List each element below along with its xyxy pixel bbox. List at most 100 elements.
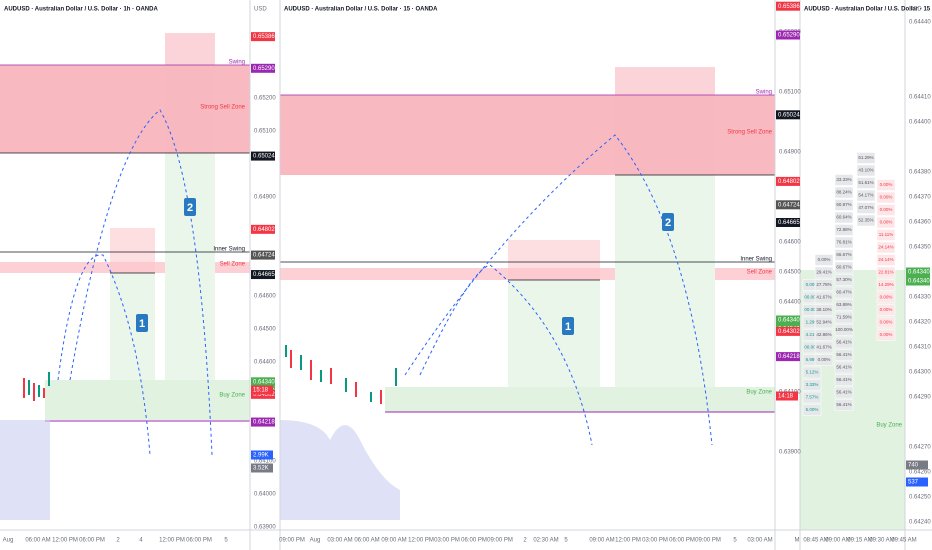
price-tick-label: 0.64500 — [779, 270, 801, 276]
step-label: 1 — [139, 318, 145, 330]
time-label: 06:00 PM — [461, 538, 487, 544]
panel: AUDUSD · Australian Dollar / U.S. Dollar… — [279, 1, 801, 544]
flow-cell — [834, 211, 854, 224]
flow-cell — [834, 349, 854, 361]
time-label: 03:00 AM — [327, 538, 352, 544]
flow-cell — [856, 152, 876, 164]
price-tick-label: 0.64270 — [909, 445, 931, 451]
flow-cell — [814, 291, 834, 304]
time-label: 06:00 AM — [354, 538, 379, 544]
flow-cell — [814, 266, 834, 279]
flow-cell — [876, 216, 896, 229]
flow-value: 5.00% — [806, 407, 819, 412]
price-tick-label: 0.64330 — [909, 295, 931, 301]
flow-value: 60.47% — [836, 290, 851, 295]
price-tick-label: 0.65100 — [779, 90, 801, 96]
zone-label: Swing — [229, 60, 245, 66]
flow-cell — [834, 174, 854, 186]
flow-value: 100.00% — [835, 327, 853, 332]
flow-value: 0.00% — [880, 332, 893, 337]
tag — [251, 463, 273, 473]
tag-label: 15:18 — [253, 388, 269, 394]
panel-2-drawings — [280, 67, 775, 520]
tag — [251, 385, 273, 395]
price-tick-label: 0.64500 — [254, 327, 276, 333]
flow-cell — [876, 329, 896, 341]
flow-value: 3.33% — [806, 382, 819, 387]
price-tick-label: 0.64400 — [779, 300, 801, 306]
flow-cell — [856, 202, 876, 214]
flow-value: 57.30% — [836, 277, 851, 282]
tag — [776, 391, 798, 401]
flow-value: 41.67% — [816, 295, 831, 300]
panel-title: AUDUSD · Australian Dollar / U.S. Dollar… — [804, 7, 932, 13]
flow-cell — [856, 177, 876, 189]
price-tick-label: 0.64310 — [909, 345, 931, 351]
time-label: 06:00 AM — [25, 538, 50, 544]
price-tag-label: 0.64340 — [908, 279, 930, 285]
flow-cell — [834, 399, 854, 411]
price-tag — [776, 176, 800, 186]
step-label: 2 — [665, 217, 671, 229]
flow-value: 38.10% — [816, 307, 831, 312]
flow-value: 00.00% — [804, 295, 819, 300]
flow-cell — [834, 386, 854, 399]
flow-cell — [834, 336, 854, 349]
time-label: 09:00 PM — [487, 538, 513, 544]
price-tag — [251, 224, 275, 234]
time-label: 12:00 PM — [52, 538, 78, 544]
price-tick-label: 0.64400 — [909, 120, 931, 126]
time-label: M — [795, 538, 800, 544]
flow-value: 0.00% — [818, 257, 831, 262]
flow-cell — [834, 299, 854, 311]
time-label: 06:00 PM — [669, 538, 695, 544]
zone-label: Inner Swing — [213, 247, 245, 253]
flow-cell — [876, 279, 896, 291]
flow-value: 41.67% — [816, 345, 831, 350]
flow-cell — [856, 164, 876, 177]
price-tag-label: 0.65290 — [253, 66, 275, 72]
price-tick-label: 0.64400 — [254, 360, 276, 366]
price-tag-label: 0.64218 — [253, 420, 275, 426]
panel-1-drawings — [0, 33, 250, 520]
zone-label: Buy Zone — [746, 390, 772, 396]
price-tick-label: 0.64250 — [909, 495, 931, 501]
time-label: 5 — [733, 538, 737, 544]
flow-cell — [802, 404, 822, 416]
time-label: 03:00 PM — [434, 538, 460, 544]
flow-cell — [876, 254, 896, 266]
price-tick-label: 0.64900 — [254, 195, 276, 201]
flow-value: 0.00% — [818, 357, 831, 362]
price-tag — [776, 1, 800, 11]
price-tag — [251, 63, 275, 73]
flow-cell — [876, 266, 896, 279]
price-tick-label: 0.64440 — [909, 20, 931, 26]
price-tag-label: 0.64724 — [253, 253, 275, 259]
zone-label: Strong Sell Zone — [200, 105, 245, 111]
price-tick-label: 0.64320 — [909, 320, 931, 326]
price-tick-label: 0.63900 — [254, 525, 276, 531]
flow-value: 72.88% — [836, 227, 851, 232]
flow-value: 7.57% — [806, 395, 819, 400]
time-label: 09:30 AM — [869, 538, 894, 544]
flow-cell — [802, 379, 822, 391]
flow-value: 0.00% — [880, 207, 893, 212]
flow-value: 0.00% — [806, 282, 819, 287]
price-tag — [251, 377, 275, 387]
zone-label: Sell Zone — [747, 270, 773, 276]
panel-title: AUDUSD · Australian Dollar / U.S. Dollar… — [4, 7, 158, 13]
flow-cell — [876, 204, 896, 216]
price-tick-label: 0.64100 — [254, 459, 276, 465]
price-tick-label: 0.65200 — [254, 96, 276, 102]
flow-cell — [856, 214, 876, 227]
flow-value: 22.81% — [878, 270, 893, 275]
flow-value: 54.17% — [858, 193, 873, 198]
flow-cell — [876, 304, 896, 316]
flow-value: 56.41% — [836, 352, 851, 357]
step-badge — [184, 198, 196, 216]
time-label: 06:00 PM — [79, 538, 105, 544]
price-tag-label: 0.65024 — [778, 112, 800, 118]
flow-value: 29.41% — [816, 270, 831, 275]
flow-cell — [834, 199, 854, 211]
